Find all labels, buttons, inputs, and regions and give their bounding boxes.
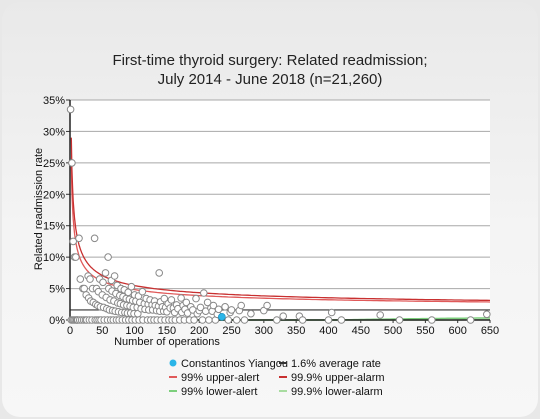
legend-label: 99% lower-alert (181, 386, 257, 398)
data-point (138, 287, 147, 296)
data-point (273, 316, 281, 324)
plot-area: 0% 5% 10% 15% 20% 25% 30% 35% 0 50 100 150 200 250 300… (43, 95, 499, 337)
data-point (395, 316, 404, 324)
data-point (324, 316, 333, 324)
data-point (483, 310, 491, 319)
x-tick-label: 100 (125, 325, 143, 337)
data-point (66, 105, 75, 114)
data-point (200, 289, 208, 297)
upper-alarm-line (70, 137, 491, 302)
data-point (182, 298, 191, 307)
data-point (75, 234, 83, 243)
y-axis-label: Related readmission rate (33, 148, 45, 270)
data-point (104, 253, 112, 261)
x-tick-label: 200 (190, 325, 208, 337)
legend-label: Constantinos Yiangou (181, 358, 288, 370)
data-point (99, 278, 107, 287)
x-tick-label: 300 (255, 325, 273, 337)
chart-legend: Constantinos Yiangou 1.6% average rate 99%… (169, 358, 385, 398)
data-point (110, 272, 119, 280)
y-tick-label: 30% (43, 126, 65, 138)
y-tick-label: 35% (43, 95, 65, 107)
data-point (221, 303, 229, 311)
data-point (68, 159, 76, 167)
x-tick-label: 650 (481, 325, 499, 337)
data-point (227, 306, 236, 314)
data-point (198, 316, 207, 324)
data-point (86, 275, 94, 283)
chart-title-line-1: First-time thyroid surgery: Related read… (112, 52, 427, 69)
data-point (240, 316, 249, 324)
y-tick-label: 20% (43, 189, 65, 201)
x-tick-label: 500 (384, 325, 402, 337)
x-tick-label: 450 (352, 325, 370, 337)
chart-title-line-2: July 2014 - June 2018 (n=21,260) (158, 71, 383, 88)
data-point (466, 316, 475, 324)
y-tick-label: 25% (43, 158, 65, 170)
x-tick-label: 150 (158, 325, 176, 337)
data-point (205, 316, 213, 324)
data-point (155, 269, 163, 277)
data-point (337, 316, 346, 324)
x-tick-label: 250 (222, 325, 240, 337)
legend-label: 99% upper-alert (181, 372, 259, 384)
data-point (76, 275, 85, 283)
data-point (167, 296, 176, 304)
data-point (160, 294, 169, 303)
upper-alert-line (70, 166, 491, 303)
data-point (101, 269, 110, 277)
data-point (190, 316, 198, 324)
x-tick-label: 0 (67, 325, 73, 337)
data-point (428, 316, 436, 324)
data-point (124, 288, 132, 297)
x-tick-label: 550 (416, 325, 434, 337)
x-axis-label: Number of operations (114, 336, 220, 348)
legend-label: 99.9% upper-alarm (291, 372, 385, 384)
data-point (279, 312, 288, 321)
data-point (72, 253, 80, 261)
data-point (232, 316, 241, 324)
data-point (237, 301, 245, 310)
y-tick-label: 15% (43, 221, 65, 233)
y-tick-label: 0% (49, 315, 65, 327)
data-point (69, 237, 77, 246)
data-point (196, 303, 205, 312)
data-point (247, 309, 255, 318)
plot-background (70, 100, 490, 320)
data-point (214, 305, 223, 314)
legend-dot-icon (169, 359, 177, 367)
legend-label: 1.6% average rate (291, 358, 381, 370)
data-point (192, 294, 200, 303)
y-tick-label: 10% (43, 252, 65, 264)
data-point (80, 284, 88, 293)
data-point (298, 316, 307, 324)
data-point (177, 294, 185, 302)
legend-label: 99.9% lower-alarm (291, 386, 383, 398)
y-tick-label: 5% (49, 284, 65, 296)
data-point (263, 301, 271, 310)
data-point (224, 316, 233, 324)
highlight-point (218, 313, 226, 321)
x-tick-label: 350 (287, 325, 305, 337)
data-point (209, 301, 218, 310)
x-tick-label: 600 (449, 325, 467, 337)
x-tick-label: 400 (319, 325, 337, 337)
x-tick-label: 50 (96, 325, 108, 337)
data-point (203, 298, 212, 307)
data-point (376, 311, 385, 319)
data-point (327, 308, 336, 317)
data-point (90, 234, 99, 243)
data-point (127, 282, 136, 291)
